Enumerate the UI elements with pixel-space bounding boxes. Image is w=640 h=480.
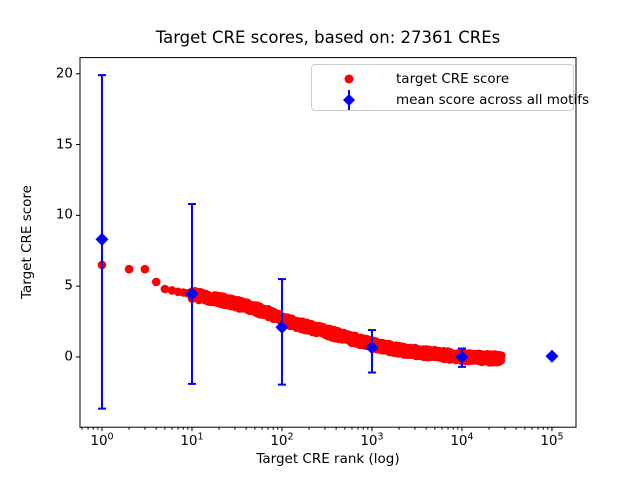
y-tick-label: 0: [64, 348, 73, 365]
red-dot-icon: [344, 74, 354, 84]
legend-item-mean-score: mean score across all motifs: [312, 89, 589, 111]
x-tick-label: 103: [360, 431, 384, 449]
data-layer: [95, 74, 559, 410]
series-target-cre-score: [97, 260, 506, 367]
legend-label: mean score across all motifs: [396, 92, 590, 108]
y-tick-label: 10: [55, 206, 73, 223]
ticks: [76, 73, 553, 432]
y-tick-label: 15: [55, 135, 73, 152]
x-tick-label: 104: [450, 431, 474, 449]
x-tick-label: 101: [180, 431, 204, 449]
blue-diamond-errorbar-icon: [343, 90, 355, 110]
chart-title: Target CRE scores, based on: 27361 CREs: [155, 28, 501, 47]
x-axis-label: Target CRE rank (log): [256, 451, 400, 467]
x-tick-label: 100: [90, 431, 114, 449]
x-tick-label: 105: [540, 431, 564, 449]
series-mean-score: [95, 74, 559, 410]
axes-box: [79, 57, 577, 428]
y-tick-label: 20: [55, 64, 73, 81]
legend-label: target CRE score: [396, 71, 510, 87]
legend: target CRE score mean score across all m…: [311, 64, 589, 111]
legend-item-target-cre-score: target CRE score: [312, 68, 573, 90]
y-tick-label: 5: [64, 277, 73, 294]
x-tick-label: 102: [270, 431, 294, 449]
